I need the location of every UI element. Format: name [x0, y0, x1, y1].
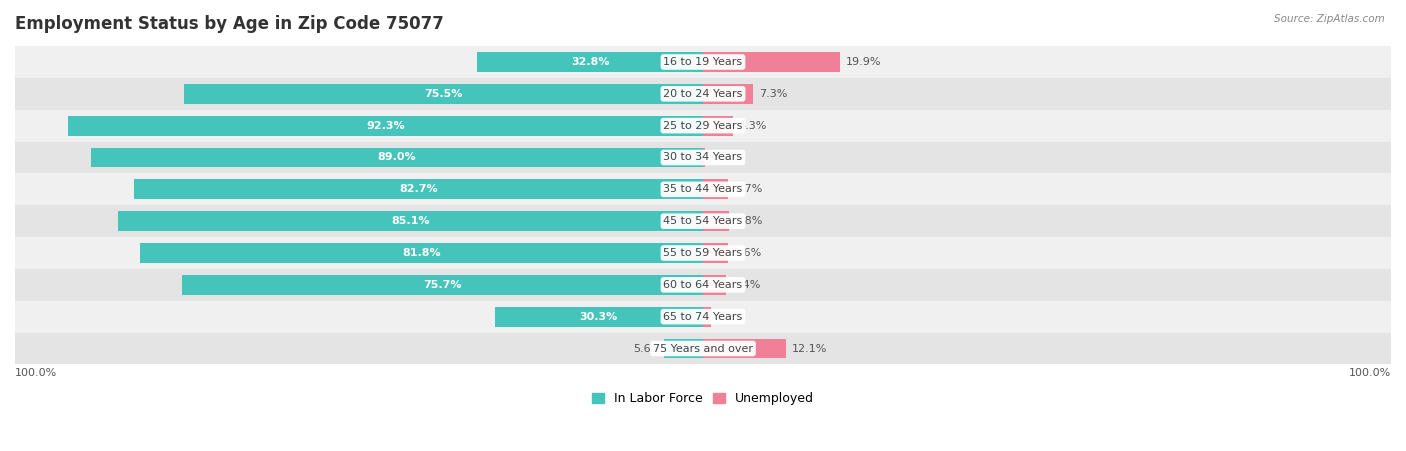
Bar [703, 212, 730, 231]
Bar [134, 179, 703, 199]
Text: 1.2%: 1.2% [717, 312, 745, 322]
Bar [703, 339, 786, 359]
Bar [15, 142, 1391, 174]
Text: 89.0%: 89.0% [378, 152, 416, 162]
Text: 20 to 24 Years: 20 to 24 Years [664, 89, 742, 99]
Text: 3.7%: 3.7% [734, 184, 762, 194]
Bar [15, 174, 1391, 205]
Legend: In Labor Force, Unemployed: In Labor Force, Unemployed [586, 387, 820, 410]
Bar [703, 84, 754, 104]
Text: 19.9%: 19.9% [845, 57, 882, 67]
Text: 4.3%: 4.3% [738, 121, 766, 131]
Bar [15, 301, 1391, 332]
Text: 75.5%: 75.5% [425, 89, 463, 99]
Text: 75.7%: 75.7% [423, 280, 461, 290]
Text: 92.3%: 92.3% [366, 121, 405, 131]
Text: 100.0%: 100.0% [1348, 368, 1391, 377]
Bar [15, 46, 1391, 78]
Text: 85.1%: 85.1% [391, 216, 429, 226]
Text: 32.8%: 32.8% [571, 57, 609, 67]
Text: 75 Years and over: 75 Years and over [652, 344, 754, 354]
Bar [703, 116, 733, 136]
Text: 30 to 34 Years: 30 to 34 Years [664, 152, 742, 162]
Text: 12.1%: 12.1% [792, 344, 827, 354]
Bar [15, 332, 1391, 364]
Bar [184, 84, 703, 104]
Bar [67, 116, 703, 136]
Text: 81.8%: 81.8% [402, 248, 441, 258]
Text: 3.6%: 3.6% [734, 248, 762, 258]
Text: 3.4%: 3.4% [733, 280, 761, 290]
Bar [703, 243, 728, 263]
Bar [15, 205, 1391, 237]
Bar [495, 307, 703, 327]
Text: 30.3%: 30.3% [579, 312, 617, 322]
Bar [703, 52, 839, 72]
Text: 5.6%: 5.6% [633, 344, 661, 354]
Text: 45 to 54 Years: 45 to 54 Years [664, 216, 742, 226]
Bar [183, 275, 703, 295]
Bar [703, 179, 728, 199]
Bar [15, 110, 1391, 142]
Text: Employment Status by Age in Zip Code 75077: Employment Status by Age in Zip Code 750… [15, 15, 444, 33]
Bar [15, 237, 1391, 269]
Text: 35 to 44 Years: 35 to 44 Years [664, 184, 742, 194]
Bar [15, 78, 1391, 110]
Bar [477, 52, 703, 72]
Bar [703, 307, 711, 327]
Text: Source: ZipAtlas.com: Source: ZipAtlas.com [1274, 14, 1385, 23]
Text: 82.7%: 82.7% [399, 184, 437, 194]
Text: 25 to 29 Years: 25 to 29 Years [664, 121, 742, 131]
Bar [703, 275, 727, 295]
Text: 100.0%: 100.0% [15, 368, 58, 377]
Text: 60 to 64 Years: 60 to 64 Years [664, 280, 742, 290]
Text: 16 to 19 Years: 16 to 19 Years [664, 57, 742, 67]
Bar [141, 243, 703, 263]
Bar [703, 147, 704, 167]
Text: 65 to 74 Years: 65 to 74 Years [664, 312, 742, 322]
Bar [665, 339, 703, 359]
Bar [90, 147, 703, 167]
Text: 0.3%: 0.3% [710, 152, 738, 162]
Bar [118, 212, 703, 231]
Bar [15, 269, 1391, 301]
Text: 3.8%: 3.8% [735, 216, 763, 226]
Text: 7.3%: 7.3% [759, 89, 787, 99]
Text: 55 to 59 Years: 55 to 59 Years [664, 248, 742, 258]
